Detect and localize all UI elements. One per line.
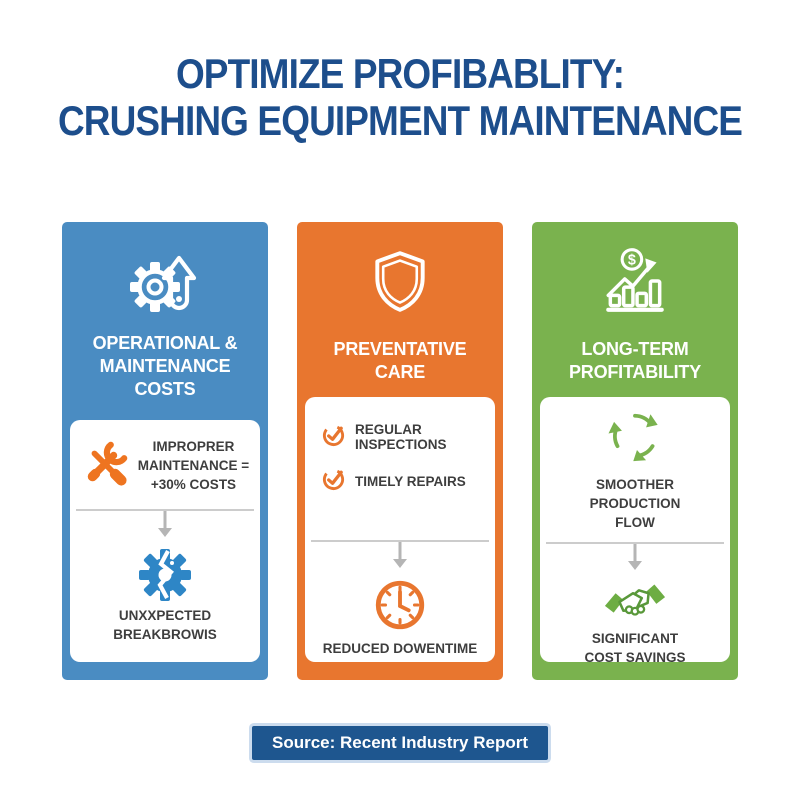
profitability-card: SMOOTHER PRODUCTION FLOW [540, 397, 730, 662]
result-text: SIGNIFICANT COST SAVINGS [584, 630, 686, 662]
downtime-result: REDUCED DOWENTIME [305, 576, 495, 659]
down-arrow-connector [76, 508, 254, 543]
care-card: REGULAR INSPECTIONS TIMELY REPAIRS [305, 397, 495, 662]
improper-maintenance-fact: IMPROPRER MAINTENANCE = +30% COSTS [70, 420, 260, 495]
column-title: OPERATIONAL & MAINTENANCE COSTS [92, 333, 238, 400]
down-arrow-connector [546, 541, 724, 576]
gear-growth-icon [62, 240, 268, 322]
down-arrow-connector [311, 540, 489, 574]
breakdown-result: UNXXPECTED BREAKBROWIS [70, 545, 260, 645]
shield-icon [297, 240, 503, 322]
savings-result: SIGNIFICANT COST SAVINGS [540, 578, 730, 662]
checklist-label: REGULAR INSPECTIONS [355, 422, 447, 452]
clock-icon [305, 576, 495, 634]
fact-text: IMPROPRER MAINTENANCE = +30% COSTS [137, 439, 250, 492]
check-circle-icon [321, 422, 346, 452]
result-text: REDUCED DOWENTIME [322, 641, 478, 656]
column-title: LONG-TERM PROFITABILITY [568, 339, 702, 383]
costs-card: IMPROPRER MAINTENANCE = +30% COSTS [70, 420, 260, 662]
column-long-term-profitability: $ LONG-TERM PROFITABILITY [532, 222, 738, 680]
result-text: UNXXPECTED BREAKBROWIS [113, 607, 217, 642]
broken-gear-icon [70, 545, 260, 601]
columns-row: OPERATIONAL & MAINTENANCE COSTS [62, 222, 738, 680]
care-checklist: REGULAR INSPECTIONS TIMELY REPAIRS [305, 397, 495, 496]
chart-growth-icon: $ [532, 240, 738, 322]
page-title: OPTIMIZE PROFIBABLITY: CRUSHING EQUIPMEN… [57, 50, 743, 145]
checklist-label: TIMELY REPAIRS [355, 473, 466, 489]
handshake-icon [540, 578, 730, 624]
checklist-item: TIMELY REPAIRS [321, 466, 487, 496]
column-operational-costs: OPERATIONAL & MAINTENANCE COSTS [62, 222, 268, 680]
source-badge: Source: Recent Industry Report [252, 726, 548, 760]
svg-text:$: $ [628, 253, 636, 269]
crossed-tools-icon [82, 441, 128, 492]
column-preventative-care: PREVENTATIVE CARE REGULAR INSPECTIONS [297, 222, 503, 680]
source-label: Source: Recent Industry Report [272, 733, 528, 752]
checklist-item: REGULAR INSPECTIONS [321, 422, 487, 452]
check-circle-icon [321, 466, 346, 496]
fact-text: SMOOTHER PRODUCTION FLOW [589, 477, 681, 530]
cycle-arrows-icon [540, 409, 730, 468]
column-title: PREVENTATIVE CARE [333, 339, 467, 383]
